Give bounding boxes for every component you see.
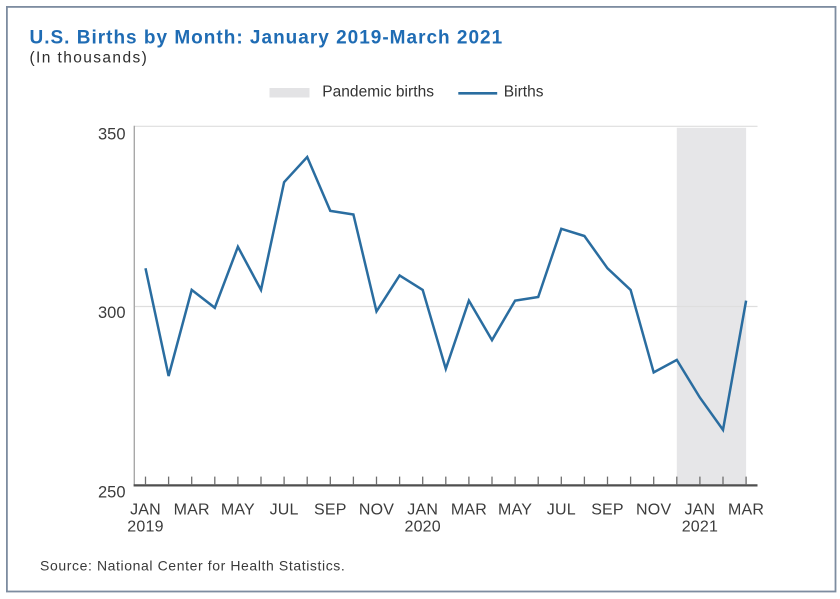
- svg-text:2019: 2019: [127, 518, 163, 535]
- svg-text:MAR: MAR: [451, 501, 487, 518]
- svg-text:JAN: JAN: [684, 501, 715, 518]
- svg-text:JUL: JUL: [547, 501, 576, 518]
- svg-text:Source: National Center for He: Source: National Center for Health Stati…: [40, 557, 345, 573]
- svg-text:SEP: SEP: [314, 501, 347, 518]
- svg-text:2020: 2020: [404, 518, 440, 535]
- svg-text:Pandemic births: Pandemic births: [322, 84, 434, 101]
- svg-text:MAY: MAY: [221, 501, 255, 518]
- svg-text:(In thousands): (In thousands): [30, 50, 149, 67]
- svg-text:Births: Births: [504, 84, 544, 101]
- svg-text:2021: 2021: [682, 518, 718, 535]
- svg-text:300: 300: [98, 304, 126, 322]
- svg-text:SEP: SEP: [591, 501, 624, 518]
- svg-text:U.S. Births by Month: January: U.S. Births by Month: January 2019-March…: [30, 28, 504, 49]
- svg-text:JUL: JUL: [270, 501, 299, 518]
- svg-text:NOV: NOV: [636, 501, 671, 518]
- svg-text:JAN: JAN: [407, 501, 438, 518]
- svg-text:MAR: MAR: [728, 501, 764, 518]
- svg-text:MAY: MAY: [498, 501, 532, 518]
- svg-text:MAR: MAR: [174, 501, 210, 518]
- svg-text:350: 350: [98, 126, 126, 144]
- svg-text:JAN: JAN: [130, 501, 161, 518]
- svg-text:250: 250: [98, 484, 126, 502]
- svg-text:NOV: NOV: [359, 501, 394, 518]
